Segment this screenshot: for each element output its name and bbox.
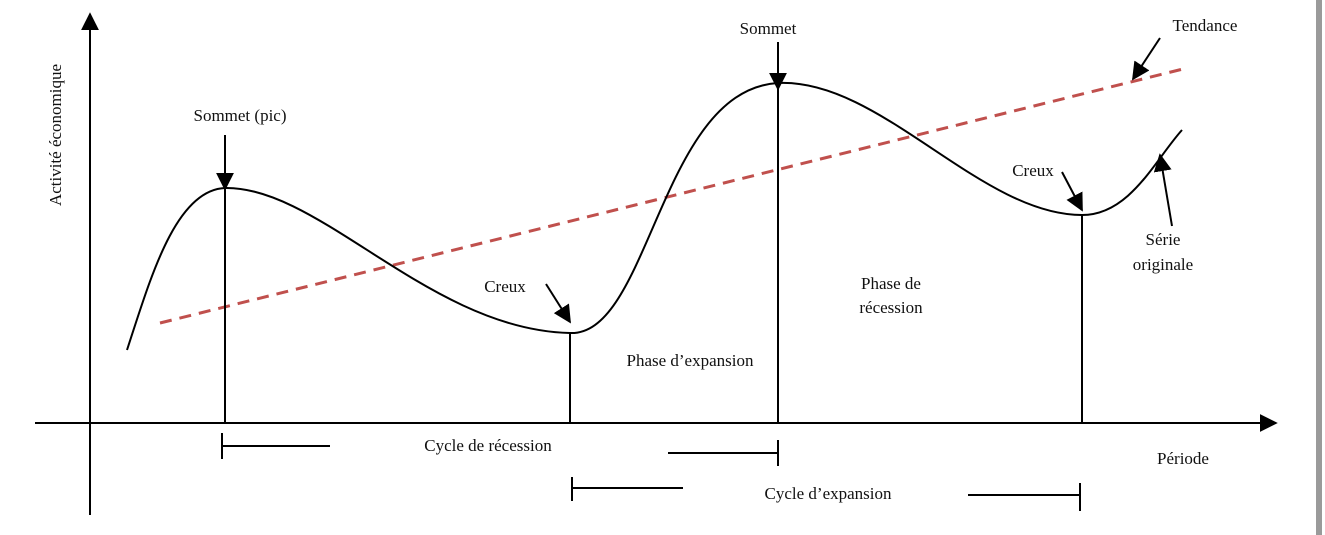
- arrow: [1132, 37, 1161, 81]
- y-axis-label: Activité économique: [46, 64, 65, 206]
- label: Série: [1146, 230, 1181, 249]
- label: originale: [1133, 255, 1193, 274]
- trend-line: [159, 66, 1188, 325]
- label: Tendance: [1173, 16, 1238, 35]
- arrow: [1153, 153, 1173, 227]
- label: Sommet: [740, 19, 797, 38]
- label: Cycle d’expansion: [765, 484, 892, 503]
- label: Cycle de récession: [424, 436, 552, 455]
- label: Creux: [484, 277, 526, 296]
- label: Phase d’expansion: [626, 351, 754, 370]
- arrow: [1061, 171, 1083, 212]
- side-bar: [1316, 0, 1322, 535]
- arrow: [545, 283, 571, 324]
- label: récession: [859, 298, 923, 317]
- x-axis-label: Période: [1157, 449, 1209, 468]
- label: Creux: [1012, 161, 1054, 180]
- label: Sommet (pic): [193, 106, 286, 125]
- label: Phase de: [861, 274, 921, 293]
